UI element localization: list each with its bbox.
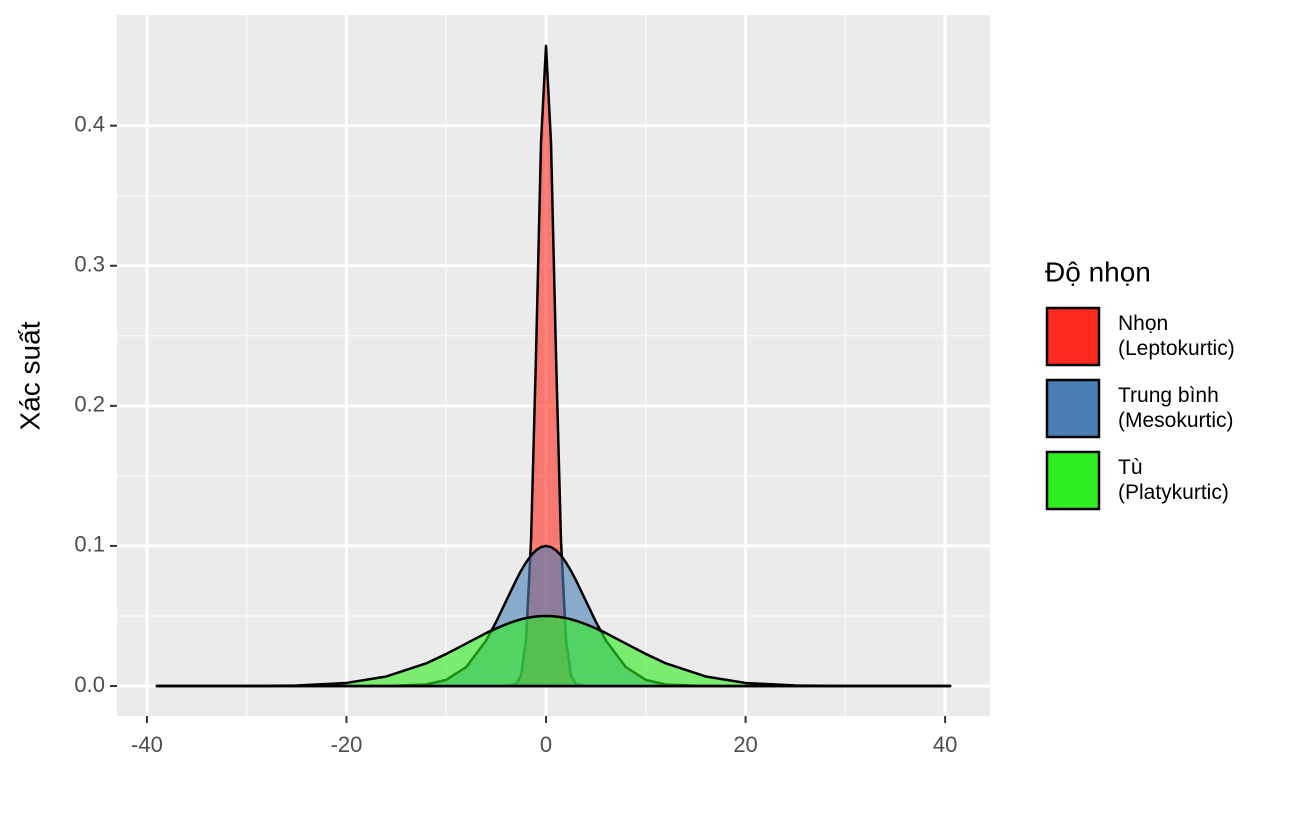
y-axis-label: Xác suất <box>14 321 45 430</box>
legend-label: Tù (Platykurtic) <box>1118 456 1229 504</box>
legend-label: Trung bình (Mesokurtic) <box>1118 384 1234 432</box>
x-tick-label: -20 <box>331 732 363 757</box>
y-tick-label: 0.4 <box>74 111 105 136</box>
y-tick-label: 0.1 <box>74 532 105 557</box>
legend-label: Nhọn (Leptokurtic) <box>1118 312 1235 360</box>
legend-title: Độ nhọn <box>1045 256 1151 287</box>
x-tick-label: -40 <box>131 732 163 757</box>
density-area <box>155 614 952 688</box>
legend-swatch <box>1045 306 1101 367</box>
x-tick-label: 40 <box>933 732 957 757</box>
legend-swatch <box>1045 378 1101 439</box>
x-tick-label: 0 <box>540 732 552 757</box>
legend-swatch <box>1045 450 1101 511</box>
y-tick-label: 0.0 <box>74 672 105 697</box>
y-tick-label: 0.2 <box>74 392 105 417</box>
y-tick-label: 0.3 <box>74 252 105 277</box>
x-tick-label: 20 <box>733 732 757 757</box>
